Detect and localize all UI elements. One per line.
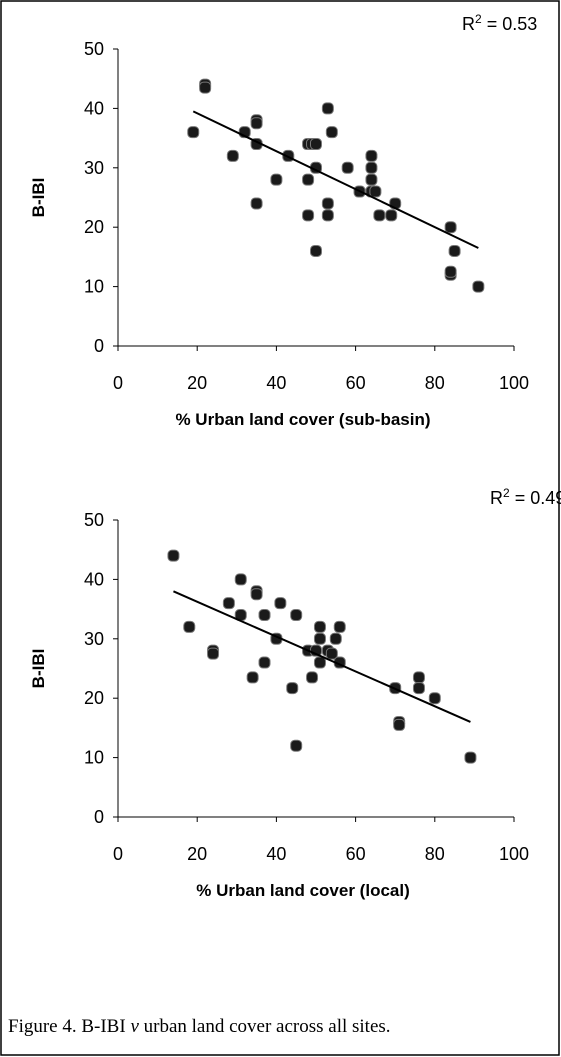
point bbox=[321, 209, 334, 222]
y-tick-label: 30 bbox=[84, 158, 104, 178]
y-tick-label: 0 bbox=[94, 336, 104, 356]
point bbox=[250, 197, 263, 210]
y-tick-label: 20 bbox=[84, 688, 104, 708]
point bbox=[329, 632, 342, 645]
point bbox=[270, 173, 283, 186]
point bbox=[250, 117, 263, 130]
point bbox=[187, 126, 200, 139]
y-tick-label: 40 bbox=[84, 98, 104, 118]
point bbox=[444, 221, 457, 234]
x-tick-label: 100 bbox=[499, 844, 529, 864]
point bbox=[290, 739, 303, 752]
y-tick-label: 10 bbox=[84, 748, 104, 768]
point bbox=[373, 209, 386, 222]
y-tick-label: 0 bbox=[94, 807, 104, 827]
point bbox=[365, 161, 378, 174]
y-tick-label: 50 bbox=[84, 39, 104, 59]
x-axis-title: % Urban land cover (sub-basin) bbox=[175, 410, 430, 429]
point bbox=[472, 280, 485, 293]
point bbox=[258, 609, 271, 622]
point bbox=[258, 656, 271, 669]
point bbox=[325, 647, 338, 660]
point bbox=[313, 620, 326, 633]
point bbox=[183, 620, 196, 633]
point bbox=[464, 751, 477, 764]
point bbox=[365, 173, 378, 186]
annotation: R2 = 0.49 bbox=[490, 486, 561, 508]
point bbox=[385, 209, 398, 222]
point bbox=[341, 161, 354, 174]
point bbox=[290, 609, 303, 622]
y-tick-label: 30 bbox=[84, 629, 104, 649]
annotation-base: R bbox=[462, 14, 475, 34]
trendline bbox=[173, 590, 471, 723]
caption-text: Figure 4. B-IBI bbox=[8, 1016, 130, 1037]
point bbox=[274, 597, 287, 610]
point bbox=[302, 173, 315, 186]
y-axis-title: B-IBI bbox=[29, 178, 48, 218]
trendline bbox=[192, 110, 479, 249]
x-tick-label: 40 bbox=[266, 373, 286, 393]
point bbox=[412, 682, 425, 695]
point bbox=[321, 197, 334, 210]
point bbox=[444, 265, 457, 278]
x-tick-label: 40 bbox=[266, 844, 286, 864]
point bbox=[333, 620, 346, 633]
point bbox=[369, 185, 382, 198]
annotation-base: R bbox=[490, 488, 503, 508]
point bbox=[302, 209, 315, 222]
point bbox=[310, 138, 322, 151]
point bbox=[306, 671, 319, 684]
x-tick-label: 20 bbox=[187, 373, 207, 393]
point bbox=[222, 597, 235, 610]
x-axis-title: % Urban land cover (local) bbox=[196, 881, 410, 900]
caption-text: urban land cover across all sites. bbox=[139, 1016, 391, 1037]
point bbox=[207, 647, 220, 660]
x-tick-label: 0 bbox=[113, 844, 123, 864]
y-axis-title: B-IBI bbox=[29, 649, 48, 689]
point bbox=[199, 81, 212, 94]
caption: Figure 4. B-IBI v urban land cover acros… bbox=[8, 1016, 391, 1037]
point bbox=[313, 656, 326, 669]
point bbox=[321, 102, 334, 115]
x-tick-label: 80 bbox=[425, 844, 445, 864]
x-tick-label: 80 bbox=[425, 373, 445, 393]
point bbox=[167, 549, 180, 562]
x-tick-label: 60 bbox=[346, 373, 366, 393]
point bbox=[448, 244, 461, 257]
annotation-rest: = 0.53 bbox=[482, 14, 538, 34]
caption-italic: v bbox=[130, 1016, 139, 1037]
annotation-rest: = 0.49 bbox=[510, 488, 561, 508]
point bbox=[234, 573, 247, 586]
annotation-sup: 2 bbox=[503, 486, 510, 500]
x-tick-label: 100 bbox=[499, 373, 529, 393]
y-tick-label: 20 bbox=[84, 217, 104, 237]
y-tick-label: 10 bbox=[84, 277, 104, 297]
y-tick-label: 50 bbox=[84, 510, 104, 530]
point bbox=[393, 718, 406, 731]
point bbox=[286, 682, 299, 695]
point bbox=[428, 692, 441, 705]
annotation-sup: 2 bbox=[475, 12, 482, 26]
point bbox=[246, 671, 259, 684]
point bbox=[226, 149, 239, 162]
point bbox=[365, 149, 378, 162]
annotation: R2 = 0.53 bbox=[462, 12, 537, 34]
x-tick-label: 60 bbox=[346, 844, 366, 864]
point bbox=[313, 632, 326, 645]
x-tick-label: 0 bbox=[113, 373, 123, 393]
point bbox=[412, 671, 425, 684]
x-tick-label: 20 bbox=[187, 844, 207, 864]
y-tick-label: 40 bbox=[84, 569, 104, 589]
point bbox=[250, 588, 263, 601]
point bbox=[325, 126, 338, 139]
point bbox=[310, 244, 322, 257]
